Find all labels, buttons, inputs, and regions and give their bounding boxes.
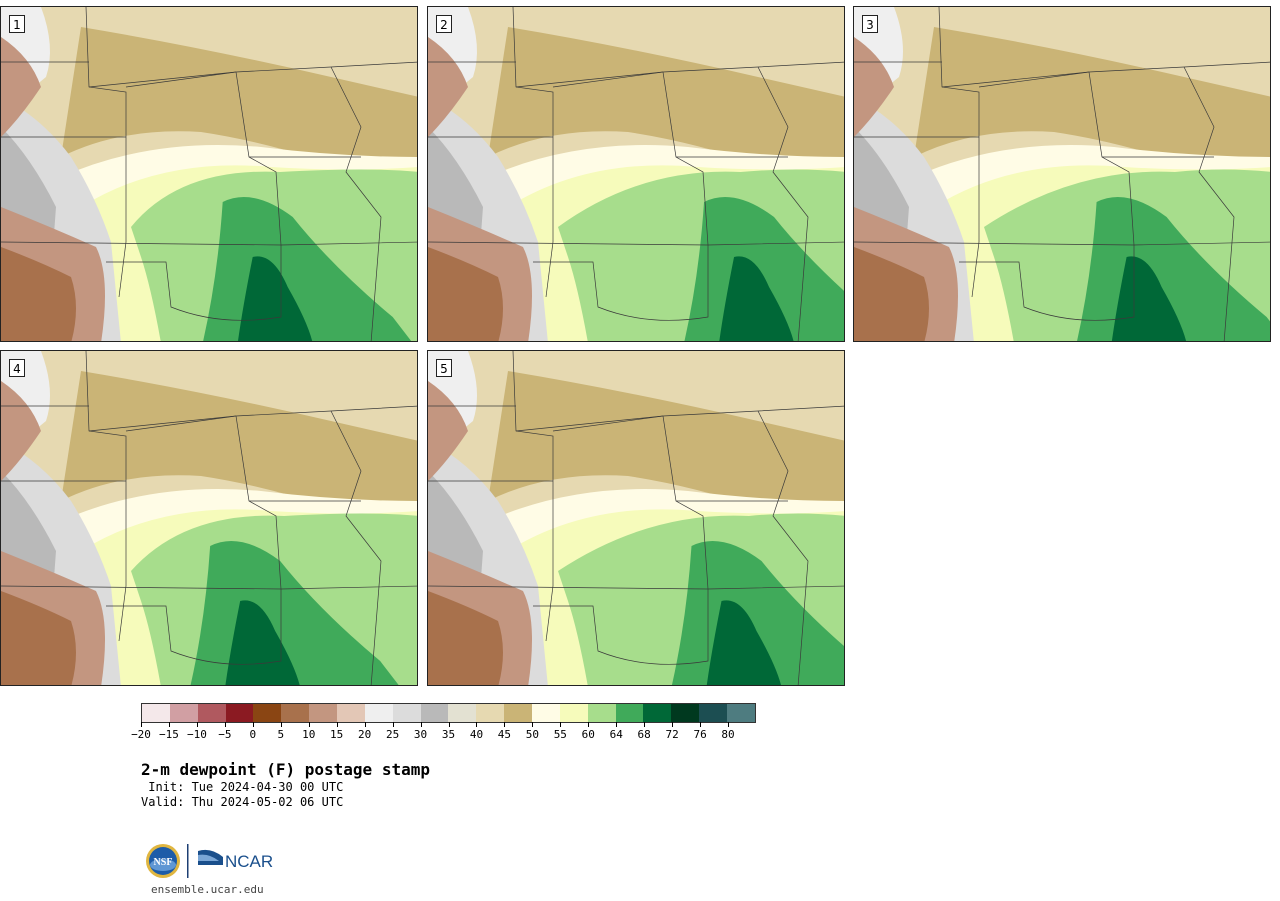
panel-number: 4: [9, 359, 25, 377]
colorbar-ticks: −20 −15 −10 −5 0 5 10 15 20 25 30 35 40 45 50 55 60 64 68 7…: [131, 722, 756, 744]
colorbar-tick-label: 20: [358, 728, 372, 741]
colorbar-tick: [504, 722, 506, 727]
colorbar-tick-label: 25: [385, 728, 400, 741]
colorbar-tick-label: −15: [159, 728, 179, 741]
dewpoint-map: [1, 7, 417, 341]
colorbar-tick: [532, 722, 534, 727]
colorbar-segment: [309, 704, 338, 722]
colorbar-segment: [699, 704, 728, 722]
colorbar-segment: [420, 704, 449, 722]
colorbar-tick-label: 60: [581, 728, 595, 741]
colorbar-segment: [337, 704, 365, 722]
colorbar-tick: [700, 722, 702, 727]
map-panel-4: 4: [0, 350, 418, 686]
colorbar-tick-label: 72: [665, 728, 679, 741]
colorbar-tick-label: 45: [497, 728, 512, 741]
colorbar-segment: [476, 704, 505, 722]
colorbar-tick-label: 55: [553, 728, 567, 741]
colorbar-segment: [643, 704, 672, 722]
colorbar-tick-label: 5: [277, 728, 285, 741]
colorbar-tick: [308, 722, 310, 727]
colorbar-segment: [197, 704, 226, 722]
colorbar-tick: [616, 722, 618, 727]
colorbar-tick-label: 40: [469, 728, 484, 741]
colorbar-segment: [225, 704, 254, 722]
colorbar-tick-label: −5: [218, 728, 232, 741]
colorbar-tick-label: 50: [525, 728, 539, 741]
colorbar-tick: [644, 722, 646, 727]
colorbar-tick: [280, 722, 282, 727]
init-time: Init: Tue 2024-04-30 00 UTC: [141, 780, 344, 794]
colorbar-segment: [559, 704, 588, 722]
colorbar-tick: [672, 722, 674, 727]
dewpoint-map: [854, 7, 1270, 341]
ncar-logo-text: NCAR: [225, 852, 273, 871]
colorbar-segment: [671, 704, 700, 722]
map-panel-3: 3: [853, 6, 1271, 342]
colorbar-tick: [560, 722, 562, 727]
colorbar-segment: [392, 704, 421, 722]
colorbar-segment: [448, 704, 477, 722]
colorbar-tick-label: −20: [131, 728, 151, 741]
panel-number: 1: [9, 15, 25, 33]
colorbar-tick-label: 35: [441, 728, 456, 741]
nsf-logo: NSF: [146, 844, 180, 878]
colorbar-segment: [615, 704, 644, 722]
colorbar-tick-label: 10: [302, 728, 316, 741]
colorbar-tick-label: −10: [186, 728, 207, 741]
dewpoint-map: [1, 351, 417, 685]
map-panel-5: 5: [427, 350, 845, 686]
colorbar-segment: [169, 704, 198, 722]
colorbar-tick: [728, 722, 730, 727]
colorbar-tick: [392, 722, 394, 727]
colorbar-tick-label: 30: [413, 728, 428, 741]
colorbar-tick: [476, 722, 478, 727]
colorbar-segment: [281, 704, 310, 722]
colorbar-tick-label: 15: [330, 728, 344, 741]
colorbar-tick: [420, 722, 422, 727]
colorbar-tick: [364, 722, 366, 727]
ncar-logo: NCAR: [198, 849, 273, 871]
map-panel-2: 2: [427, 6, 845, 342]
colorbar-tick: [448, 722, 450, 727]
colorbar-tick-label: 68: [637, 728, 651, 741]
colorbar-segment: [587, 704, 616, 722]
panel-number: 2: [436, 15, 452, 33]
colorbar-tick-label: 76: [693, 728, 707, 741]
colorbar-tick-label: 0: [249, 728, 257, 741]
colorbar: [141, 703, 756, 723]
plot-title: 2-m dewpoint (F) postage stamp: [141, 760, 430, 779]
panel-number: 3: [862, 15, 878, 33]
colorbar-tick: [141, 722, 142, 727]
dewpoint-map: [428, 351, 844, 685]
colorbar-segment: [142, 704, 170, 722]
logos: NSF NCAR: [146, 844, 273, 878]
map-panel-1: 1: [0, 6, 418, 342]
colorbar-segment: [504, 704, 533, 722]
colorbar-segment: [364, 704, 393, 722]
colorbar-tick: [336, 722, 338, 727]
colorbar-tick: [224, 722, 226, 727]
colorbar-tick: [168, 722, 170, 727]
dewpoint-map: [428, 7, 844, 341]
panel-number: 5: [436, 359, 452, 377]
colorbar-segment: [727, 704, 755, 722]
colorbar-tick-label: 64: [609, 728, 623, 741]
colorbar-tick-label: 80: [721, 728, 735, 741]
website-url: ensemble.ucar.edu: [151, 883, 264, 896]
colorbar-tick: [196, 722, 198, 727]
colorbar-tick: [588, 722, 590, 727]
colorbar-segment: [253, 704, 282, 722]
colorbar-tick: [252, 722, 254, 727]
colorbar-segment: [532, 704, 560, 722]
nsf-logo-text: NSF: [154, 857, 173, 868]
valid-time: Valid: Thu 2024-05-02 06 UTC: [141, 795, 344, 809]
